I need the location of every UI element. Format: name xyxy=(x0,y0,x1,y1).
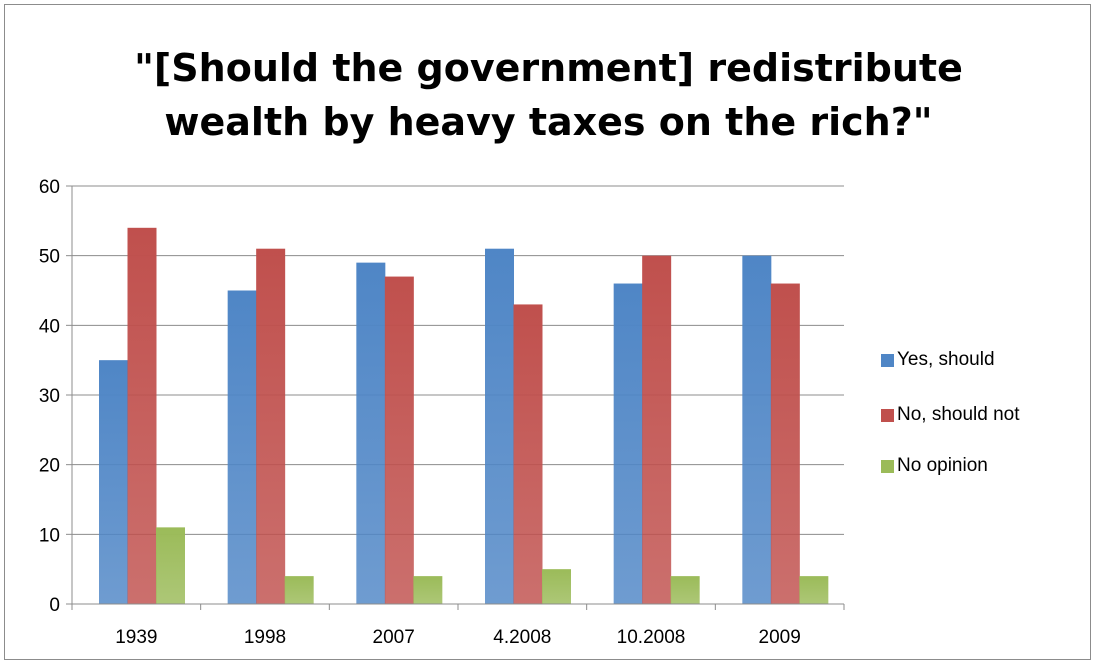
chart-title: "[Should the government] redistribute we… xyxy=(134,46,963,144)
legend-item-yes: Yes, should xyxy=(881,348,995,372)
bar xyxy=(799,576,829,604)
bar xyxy=(227,290,257,604)
x-tick-label: 10.2008 xyxy=(617,627,686,648)
x-tick-label: 2007 xyxy=(373,627,415,648)
x-tick-label: 1998 xyxy=(244,627,286,648)
x-tick-label: 4.2008 xyxy=(493,627,551,648)
bar xyxy=(770,283,800,604)
bar xyxy=(670,576,700,604)
bar xyxy=(127,227,157,605)
bar xyxy=(642,255,672,604)
x-tick-label: 1939 xyxy=(115,627,157,648)
bar xyxy=(256,248,286,604)
legend-swatch-no-opinion xyxy=(881,459,894,473)
bar xyxy=(413,576,443,604)
y-tick-label: 60 xyxy=(39,177,60,198)
y-tick-label: 40 xyxy=(39,316,60,337)
bar xyxy=(156,527,185,604)
bar xyxy=(284,576,314,604)
y-tick-label: 50 xyxy=(39,247,60,268)
bar xyxy=(384,276,414,604)
x-tick-label: 2009 xyxy=(759,627,801,648)
bar xyxy=(99,360,128,604)
y-tick-label: 10 xyxy=(39,525,60,546)
y-tick-label: 30 xyxy=(39,386,60,407)
legend-label-yes: Yes, should xyxy=(897,349,995,370)
bar xyxy=(613,283,643,604)
bar xyxy=(542,569,571,604)
y-tick-label: 20 xyxy=(39,456,60,477)
legend-item-no: No, should not xyxy=(881,403,1020,427)
legend-swatch-yes xyxy=(881,353,894,367)
legend-item-no-opinion: No opinion xyxy=(881,454,988,478)
bar xyxy=(485,248,514,604)
legend-label-no-opinion: No opinion xyxy=(897,455,988,476)
legend-label-no: No, should not xyxy=(897,404,1020,425)
bar xyxy=(513,304,543,604)
legend-swatch-no xyxy=(881,408,894,422)
y-tick-label: 0 xyxy=(49,595,60,616)
chart-area: "[Should the government] redistribute we… xyxy=(4,4,1091,660)
bar xyxy=(742,255,772,604)
bar xyxy=(356,262,386,604)
